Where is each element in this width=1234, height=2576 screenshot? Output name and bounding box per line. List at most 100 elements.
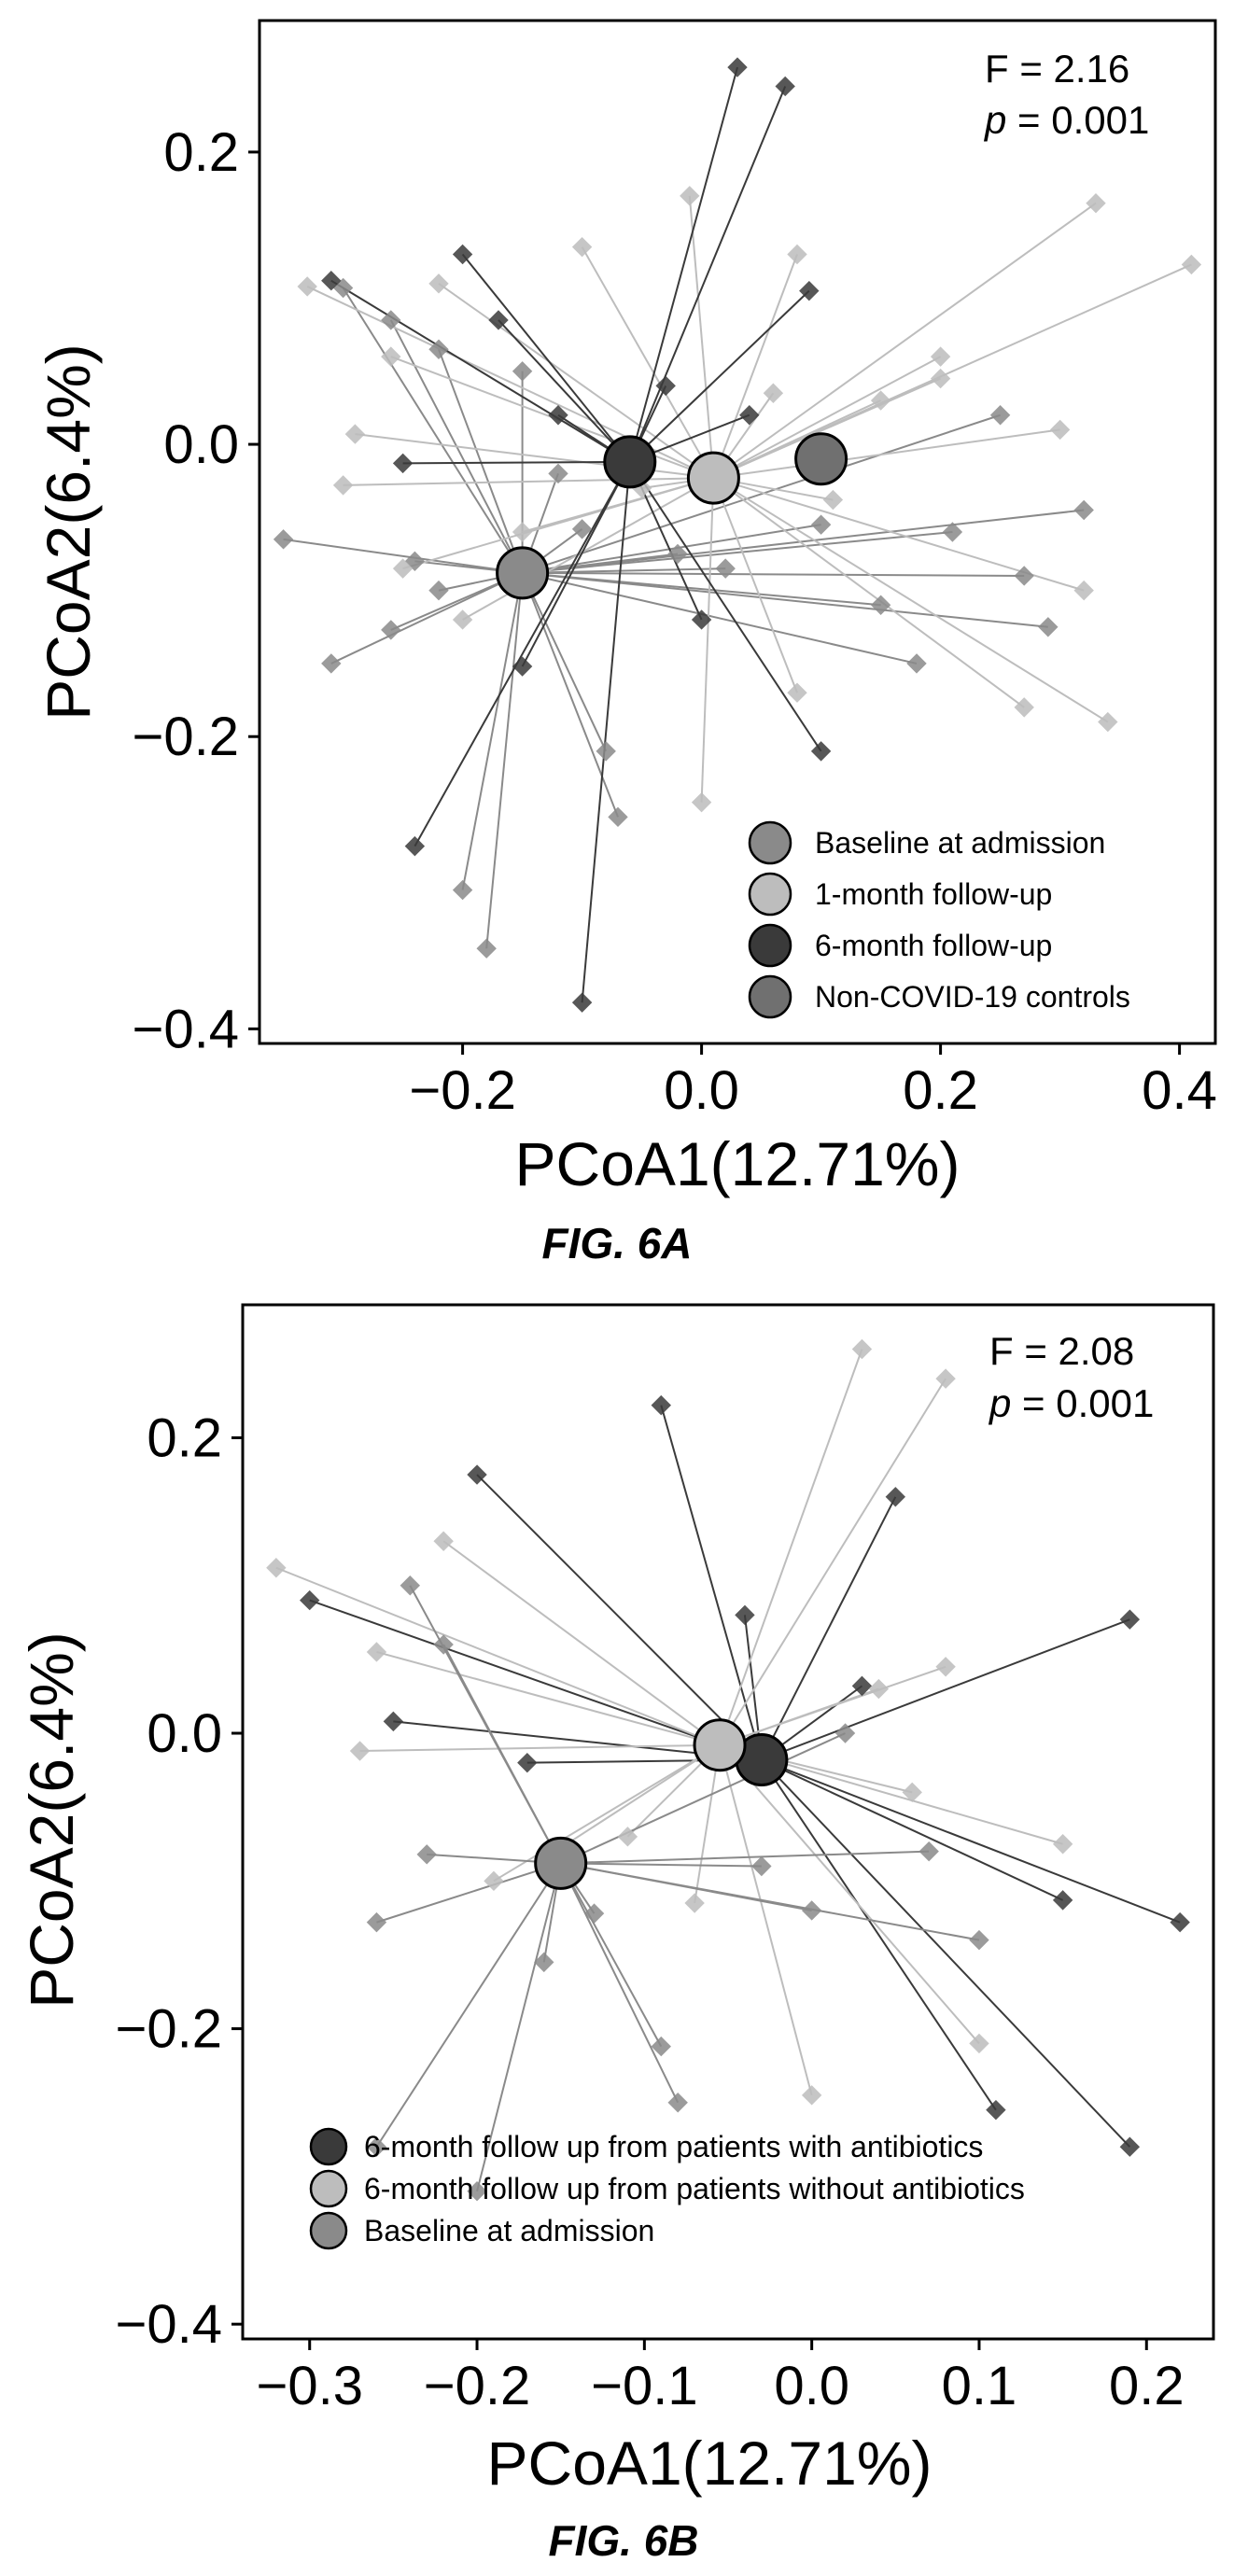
data-point: [596, 741, 616, 762]
connector-line: [761, 1758, 997, 2111]
connector-line: [712, 477, 1025, 708]
data-point: [763, 383, 784, 403]
x-tick-label: −0.1: [591, 2356, 698, 2416]
data-point: [571, 992, 593, 1013]
x-tick-label: 0.1: [942, 2356, 1017, 2416]
data-point: [1052, 1834, 1073, 1855]
x-tick-label: −0.2: [424, 2356, 531, 2416]
data-point: [433, 1634, 454, 1655]
p-value: p = 0.001: [988, 1381, 1154, 1425]
data-point: [655, 375, 676, 397]
data-point: [1049, 419, 1071, 441]
data-point: [349, 1741, 371, 1761]
data-point: [851, 1675, 873, 1697]
data-point: [834, 1723, 856, 1743]
connector-line: [493, 1743, 721, 1883]
x-axis: −0.2 0.0 0.2 0.4: [409, 1043, 1217, 1121]
connector-line: [376, 1862, 561, 1924]
connector-line: [498, 319, 631, 463]
connector-line: [522, 477, 714, 533]
y-tick-label: 0.2: [147, 1407, 222, 1468]
legend-label: 6-month follow-up: [815, 929, 1052, 962]
legend-marker: [309, 2211, 348, 2250]
data-point: [392, 453, 414, 474]
data-point: [810, 741, 832, 762]
data-point: [930, 368, 951, 389]
connector-line: [581, 246, 715, 479]
y-tick-label: −0.2: [116, 1999, 223, 2060]
connector-line: [442, 1644, 562, 1864]
connector-line: [761, 1758, 1181, 1924]
data-point: [810, 514, 832, 535]
data-point: [1119, 2136, 1141, 2157]
data-point: [667, 2093, 688, 2113]
data-point: [404, 835, 426, 857]
x-tick-label: 0.0: [774, 2356, 849, 2416]
data-points: [266, 1338, 1190, 2202]
y-axis: 0.2 0.0 −0.2 −0.4: [133, 122, 259, 1059]
connector-line: [522, 571, 1048, 628]
connector-line: [712, 263, 1192, 479]
data-point: [870, 390, 891, 411]
legend-label: 6-month follow up from patients without …: [364, 2172, 1025, 2205]
data-point: [512, 361, 533, 382]
p-value: p = 0.001: [983, 98, 1149, 142]
data-points: [273, 57, 1202, 1013]
data-point: [1052, 1890, 1073, 1911]
data-point: [651, 2036, 671, 2057]
data-point: [517, 1752, 538, 1773]
plot-frame: [258, 19, 1217, 1045]
group-centroid: [794, 432, 848, 486]
y-tick-label: 0.0: [147, 1703, 222, 1764]
data-point: [667, 543, 688, 565]
y-tick-label: −0.4: [133, 999, 240, 1059]
connector-line: [719, 1744, 980, 2045]
data-point: [571, 519, 593, 539]
connector-line: [628, 66, 738, 463]
data-point: [400, 1575, 421, 1596]
connector-line: [343, 477, 714, 486]
connector-line: [660, 1405, 763, 1760]
legend-label: Baseline at admission: [364, 2214, 654, 2247]
data-point: [885, 1487, 906, 1507]
legend-marker: [748, 820, 792, 865]
group-centroids: [534, 1718, 789, 1890]
data-point: [381, 346, 401, 367]
data-point: [930, 346, 951, 367]
data-point: [300, 1589, 320, 1611]
connector-line: [629, 289, 810, 463]
group-centroids: [496, 432, 848, 600]
connector-line: [522, 531, 953, 574]
connector-line: [761, 1618, 1130, 1761]
connector-line: [283, 538, 523, 574]
connector-line: [522, 571, 918, 665]
legend-marker: [748, 872, 792, 917]
group-centroid: [534, 1836, 588, 1890]
group-centroid: [603, 435, 657, 489]
data-point: [801, 1900, 822, 1921]
connector-line: [461, 572, 524, 890]
x-tick-label: 0.0: [664, 1060, 739, 1121]
legend-label: 1-month follow-up: [815, 877, 1052, 911]
y-axis: 0.2 0.0 −0.2 −0.4: [116, 1407, 243, 2355]
connector-line: [560, 1862, 980, 1941]
data-point: [775, 76, 795, 97]
connector-line: [309, 1599, 763, 1761]
legend-label: Baseline at admission: [815, 826, 1105, 860]
data-point: [452, 609, 473, 630]
connector-line: [628, 86, 787, 463]
data-point: [739, 405, 760, 426]
data-point: [366, 1911, 387, 1933]
connector-line: [376, 1651, 721, 1746]
data-point: [680, 186, 700, 206]
connector-line: [712, 356, 942, 479]
data-point: [727, 57, 748, 77]
connector-line: [359, 1743, 721, 1753]
connector-line: [438, 348, 524, 574]
connector-line: [719, 1744, 813, 2096]
data-point: [452, 244, 473, 265]
data-point: [787, 244, 807, 265]
data-point: [383, 1711, 404, 1732]
connector-line: [719, 1349, 863, 1746]
data-point: [512, 656, 533, 677]
